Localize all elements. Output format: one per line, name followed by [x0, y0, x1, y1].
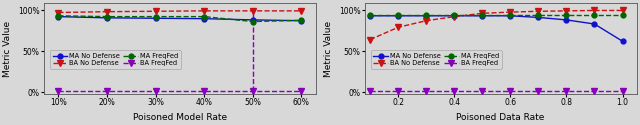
BA No Defense	[451, 16, 458, 17]
Y-axis label: Metric Value: Metric Value	[324, 21, 333, 77]
Line: BA No Defense: BA No Defense	[55, 8, 305, 16]
MA FreqFed	[451, 14, 458, 16]
MA No Defense	[591, 23, 598, 25]
BA No Defense	[54, 12, 62, 13]
BA No Defense	[103, 11, 111, 12]
MA No Defense	[506, 15, 514, 16]
X-axis label: Poisoned Data Rate: Poisoned Data Rate	[456, 112, 545, 122]
BA FreqFed	[394, 90, 402, 91]
Line: MA FreqFed: MA FreqFed	[56, 13, 304, 24]
MA FreqFed	[152, 16, 159, 17]
MA FreqFed	[479, 14, 486, 16]
Legend: MA No Defense, BA No Defense, MA FreqFed, BA FreqFed: MA No Defense, BA No Defense, MA FreqFed…	[371, 50, 502, 69]
MA No Defense	[534, 17, 542, 18]
Line: BA FreqFed: BA FreqFed	[55, 87, 305, 94]
MA No Defense	[103, 17, 111, 19]
BA FreqFed	[591, 90, 598, 91]
BA FreqFed	[103, 90, 111, 91]
MA No Defense	[451, 15, 458, 16]
BA No Defense	[200, 10, 208, 12]
MA No Defense	[366, 15, 374, 16]
MA FreqFed	[394, 14, 402, 16]
BA FreqFed	[619, 90, 627, 91]
BA No Defense	[506, 11, 514, 13]
BA No Defense	[534, 10, 542, 12]
BA No Defense	[619, 10, 627, 11]
BA FreqFed	[298, 90, 305, 91]
BA FreqFed	[479, 90, 486, 91]
BA FreqFed	[422, 90, 430, 91]
BA FreqFed	[200, 90, 208, 91]
MA No Defense	[152, 18, 159, 19]
BA FreqFed	[366, 90, 374, 91]
MA FreqFed	[366, 14, 374, 16]
BA No Defense	[298, 10, 305, 12]
MA FreqFed	[298, 20, 305, 21]
MA FreqFed	[563, 14, 570, 16]
Line: BA FreqFed: BA FreqFed	[367, 87, 626, 94]
Line: MA FreqFed: MA FreqFed	[368, 12, 625, 17]
BA No Defense	[394, 26, 402, 28]
MA No Defense	[563, 19, 570, 21]
MA No Defense	[422, 15, 430, 16]
MA No Defense	[298, 20, 305, 21]
MA FreqFed	[422, 14, 430, 16]
BA No Defense	[366, 39, 374, 40]
MA FreqFed	[619, 14, 627, 16]
Line: BA No Defense: BA No Defense	[367, 7, 626, 43]
MA FreqFed	[506, 14, 514, 16]
BA No Defense	[422, 20, 430, 21]
MA No Defense	[479, 15, 486, 16]
BA FreqFed	[534, 90, 542, 91]
BA No Defense	[591, 10, 598, 11]
MA FreqFed	[103, 16, 111, 17]
BA FreqFed	[152, 90, 159, 91]
MA FreqFed	[591, 14, 598, 16]
BA No Defense	[249, 10, 257, 12]
MA No Defense	[54, 16, 62, 17]
MA No Defense	[200, 18, 208, 19]
MA FreqFed	[534, 14, 542, 16]
Line: MA No Defense: MA No Defense	[56, 14, 304, 23]
BA FreqFed	[506, 90, 514, 91]
X-axis label: Poisoned Model Rate: Poisoned Model Rate	[132, 112, 227, 122]
MA FreqFed	[249, 21, 257, 22]
BA FreqFed	[249, 90, 257, 91]
BA No Defense	[152, 10, 159, 12]
MA FreqFed	[200, 16, 208, 17]
Legend: MA No Defense, BA No Defense, MA FreqFed, BA FreqFed: MA No Defense, BA No Defense, MA FreqFed…	[50, 50, 181, 69]
MA No Defense	[249, 19, 257, 21]
BA FreqFed	[563, 90, 570, 91]
MA FreqFed	[54, 15, 62, 16]
BA No Defense	[479, 13, 486, 14]
Line: MA No Defense: MA No Defense	[368, 13, 625, 44]
BA No Defense	[563, 10, 570, 12]
Y-axis label: Metric Value: Metric Value	[3, 21, 12, 77]
BA FreqFed	[54, 90, 62, 91]
BA FreqFed	[451, 90, 458, 91]
MA No Defense	[619, 40, 627, 42]
MA No Defense	[394, 15, 402, 16]
